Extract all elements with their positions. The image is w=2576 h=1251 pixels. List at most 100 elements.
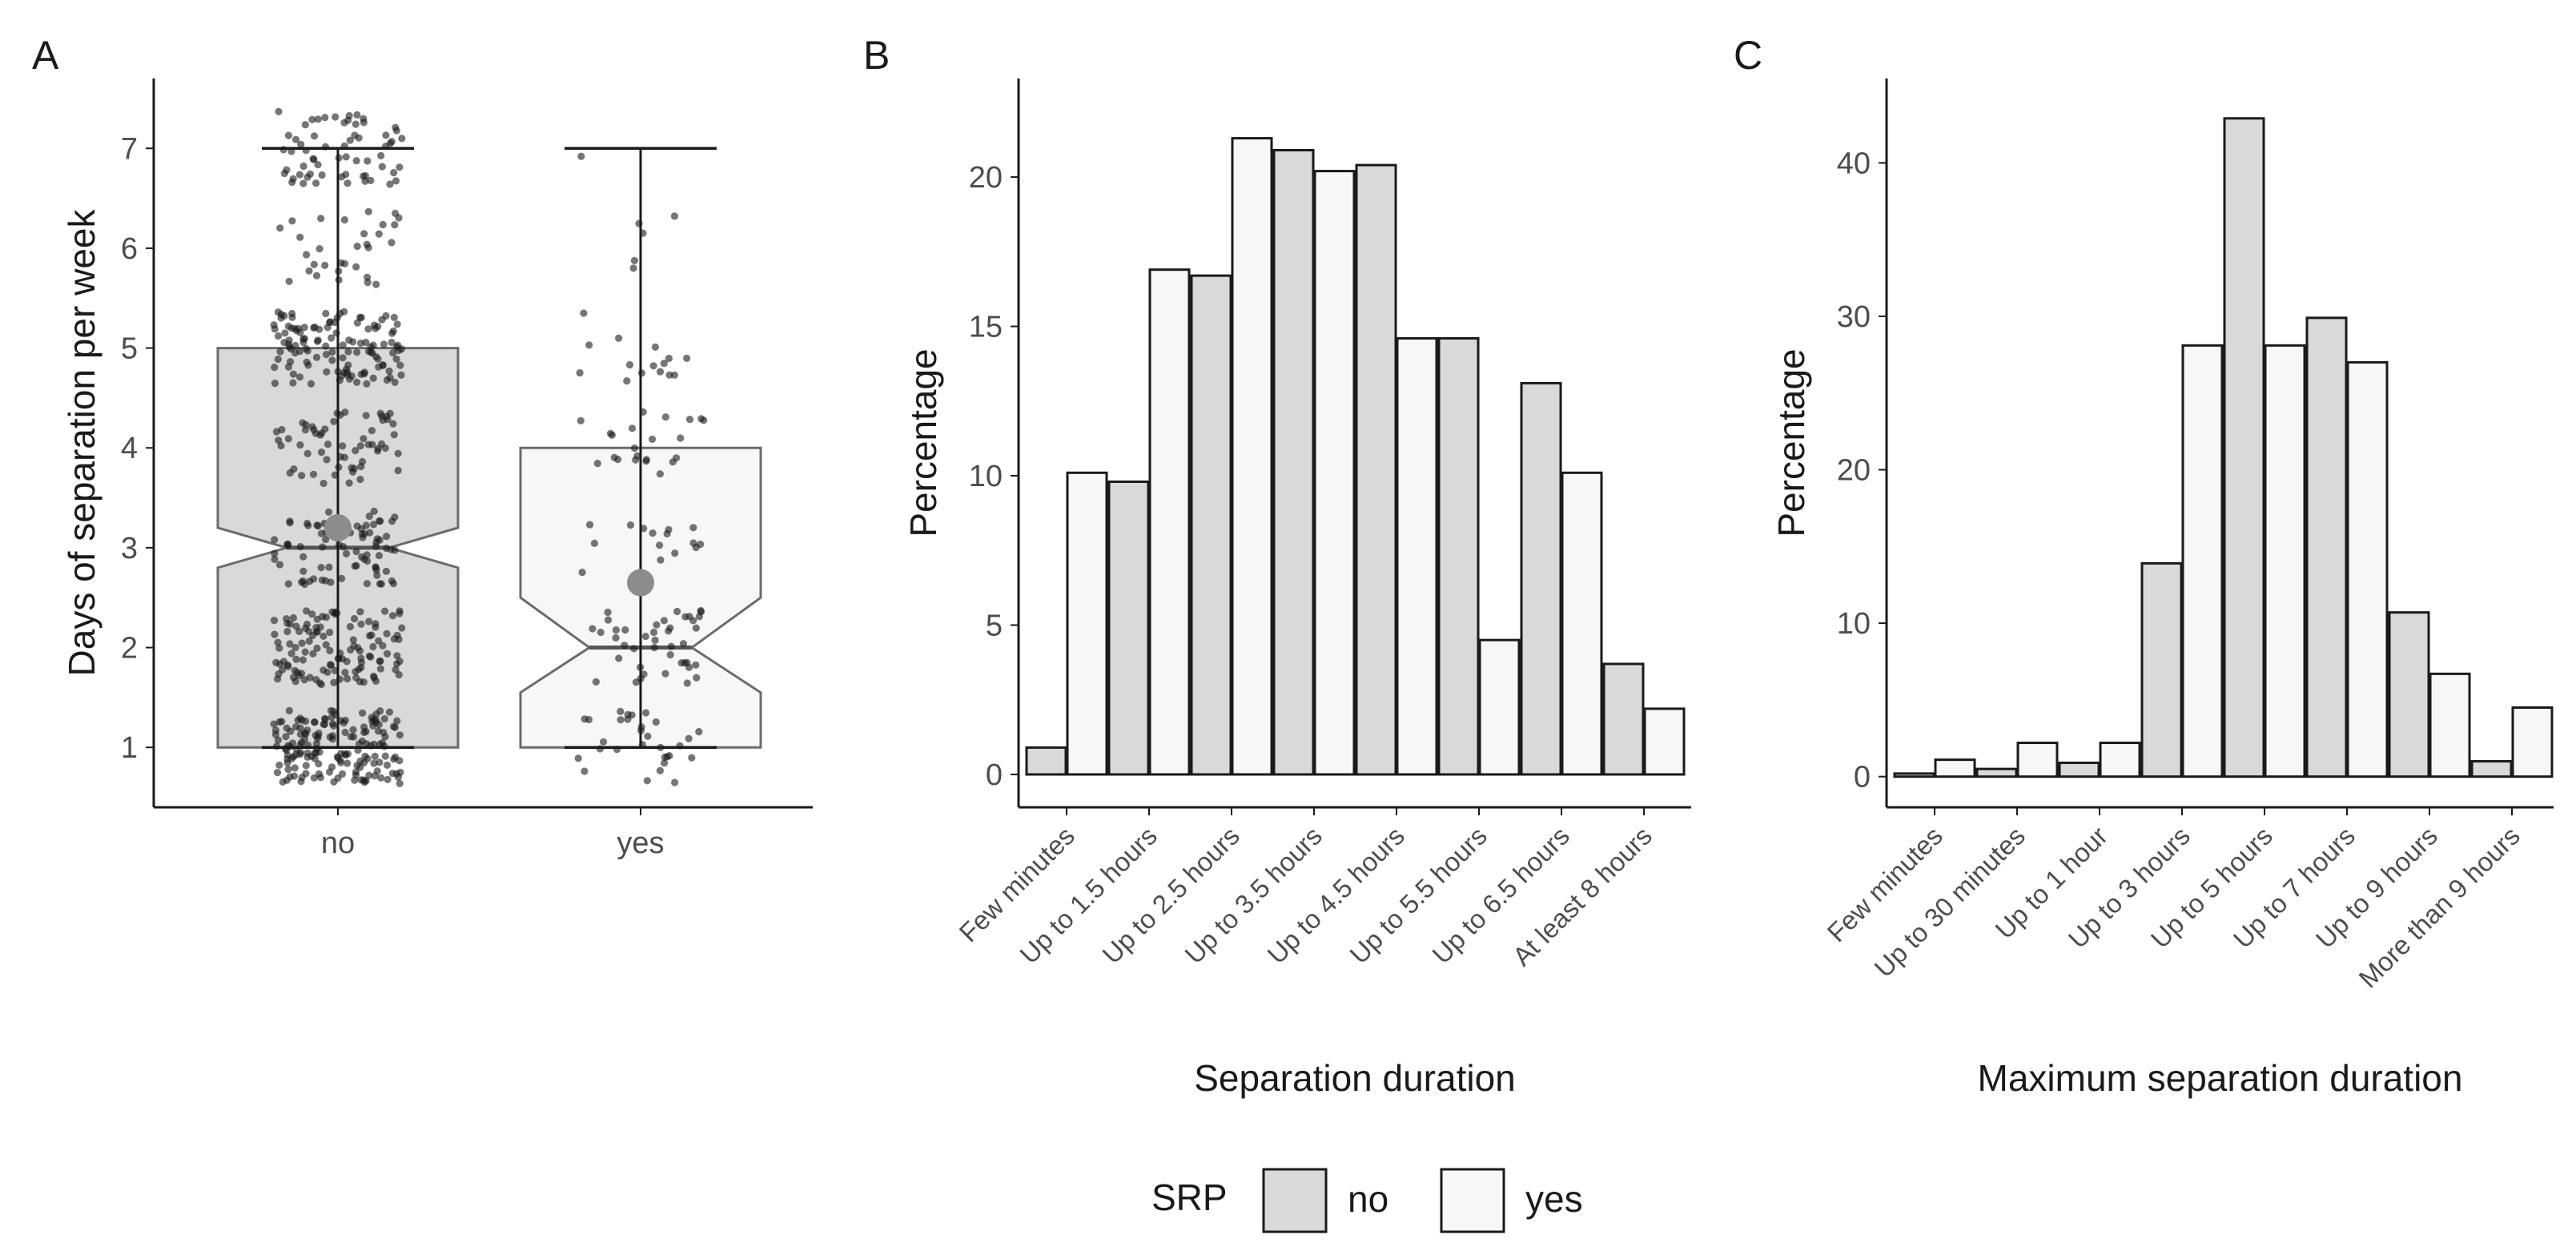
jitter-point: [276, 348, 284, 356]
jitter-point: [378, 163, 386, 171]
jitter-point: [306, 170, 314, 178]
jitter-point: [380, 340, 388, 348]
jitter-point: [376, 657, 384, 666]
y-tick-label: 7: [121, 132, 138, 166]
jitter-point: [309, 155, 317, 163]
jitter-point: [274, 355, 282, 364]
jitter-point: [349, 338, 357, 346]
jitter-point: [291, 643, 299, 652]
jitter-point: [667, 642, 675, 650]
jitter-point: [279, 666, 287, 674]
jitter-point: [326, 646, 334, 655]
jitter-point: [364, 557, 372, 565]
jitter-point: [683, 354, 691, 362]
jitter-point: [326, 628, 334, 637]
jitter-point: [313, 644, 321, 653]
bar-yes-2: [2016, 742, 2059, 778]
jitter-point: [382, 567, 390, 576]
jitter-point: [649, 529, 657, 537]
jitter-point: [274, 638, 282, 646]
bar-yes-3: [2099, 742, 2141, 778]
jitter-point: [351, 776, 359, 784]
y-tick-label: 10: [969, 460, 1003, 493]
jitter-point: [612, 626, 621, 634]
jitter-point: [365, 512, 373, 521]
jitter-point: [615, 654, 623, 662]
jitter-point: [364, 273, 372, 281]
y-tick-label: 20: [969, 161, 1003, 195]
jitter-point: [271, 536, 279, 544]
jitter-point: [606, 429, 615, 437]
jitter-point: [291, 135, 300, 143]
jitter-point: [310, 260, 318, 268]
jitter-point: [360, 115, 368, 123]
jitter-point: [288, 309, 296, 318]
jitter-point: [370, 672, 378, 681]
jitter-point: [289, 370, 297, 378]
jitter-point: [275, 660, 283, 668]
jitter-point: [357, 462, 365, 471]
jitter-point: [391, 723, 399, 731]
jitter-point: [283, 751, 291, 759]
jitter-point: [314, 161, 322, 169]
jitter-point: [284, 322, 292, 330]
jitter-point: [308, 423, 316, 431]
jitter-point: [287, 727, 295, 735]
x-axis-title: Maximum separation duration: [1978, 1057, 2463, 1099]
bar-no-4: [2140, 561, 2183, 778]
jitter-point: [392, 127, 400, 135]
jitter-point: [322, 535, 330, 544]
bar-yes-5: [1396, 336, 1438, 776]
jitter-point: [332, 113, 340, 121]
bar-no-6: [1437, 336, 1480, 776]
jitter-point: [642, 456, 651, 464]
jitter-point: [382, 131, 390, 139]
jitter-point: [338, 574, 346, 583]
jitter-point: [283, 776, 291, 784]
jitter-point: [697, 541, 705, 549]
jitter-point: [661, 413, 669, 421]
jitter-point: [301, 426, 309, 434]
jitter-point: [376, 517, 384, 525]
jitter-point: [315, 748, 324, 756]
jitter-point: [673, 454, 681, 462]
jitter-point: [671, 778, 679, 786]
jitter-point: [302, 717, 310, 726]
jitter-point: [383, 630, 391, 638]
jitter-point: [397, 371, 405, 379]
jitter-point: [284, 662, 292, 670]
legend-title: SRP: [1151, 1177, 1228, 1218]
jitter-point: [389, 420, 397, 428]
jitter-point: [312, 353, 321, 361]
jitter-point: [352, 674, 360, 682]
jitter-point: [325, 563, 333, 571]
jitter-point: [295, 373, 304, 381]
jitter-point: [393, 652, 401, 660]
jitter-point: [318, 576, 326, 584]
jitter-point: [650, 644, 658, 652]
bar-no-8: [1602, 662, 1645, 776]
jitter-point: [351, 131, 359, 139]
jitter-point: [683, 658, 691, 666]
jitter-point: [353, 378, 361, 386]
jitter-point: [372, 538, 380, 546]
jitter-point: [328, 348, 336, 356]
jitter-point: [302, 762, 310, 770]
jitter-point: [656, 470, 665, 478]
jitter-point: [376, 580, 384, 588]
jitter-point: [398, 624, 406, 632]
legend-label-yes: yes: [1525, 1178, 1583, 1220]
jitter-point: [330, 722, 338, 730]
jitter-point: [357, 370, 365, 378]
jitter-point: [358, 737, 366, 745]
jitter-point: [391, 513, 399, 521]
jitter-point: [649, 628, 658, 637]
jitter-point: [299, 577, 307, 585]
jitter-point: [683, 679, 691, 687]
bar-yes-8: [2511, 706, 2554, 778]
jitter-point: [368, 631, 376, 639]
jitter-point: [374, 323, 382, 331]
jitter-point: [345, 479, 353, 487]
jitter-point: [297, 778, 305, 786]
jitter-point: [392, 355, 400, 363]
